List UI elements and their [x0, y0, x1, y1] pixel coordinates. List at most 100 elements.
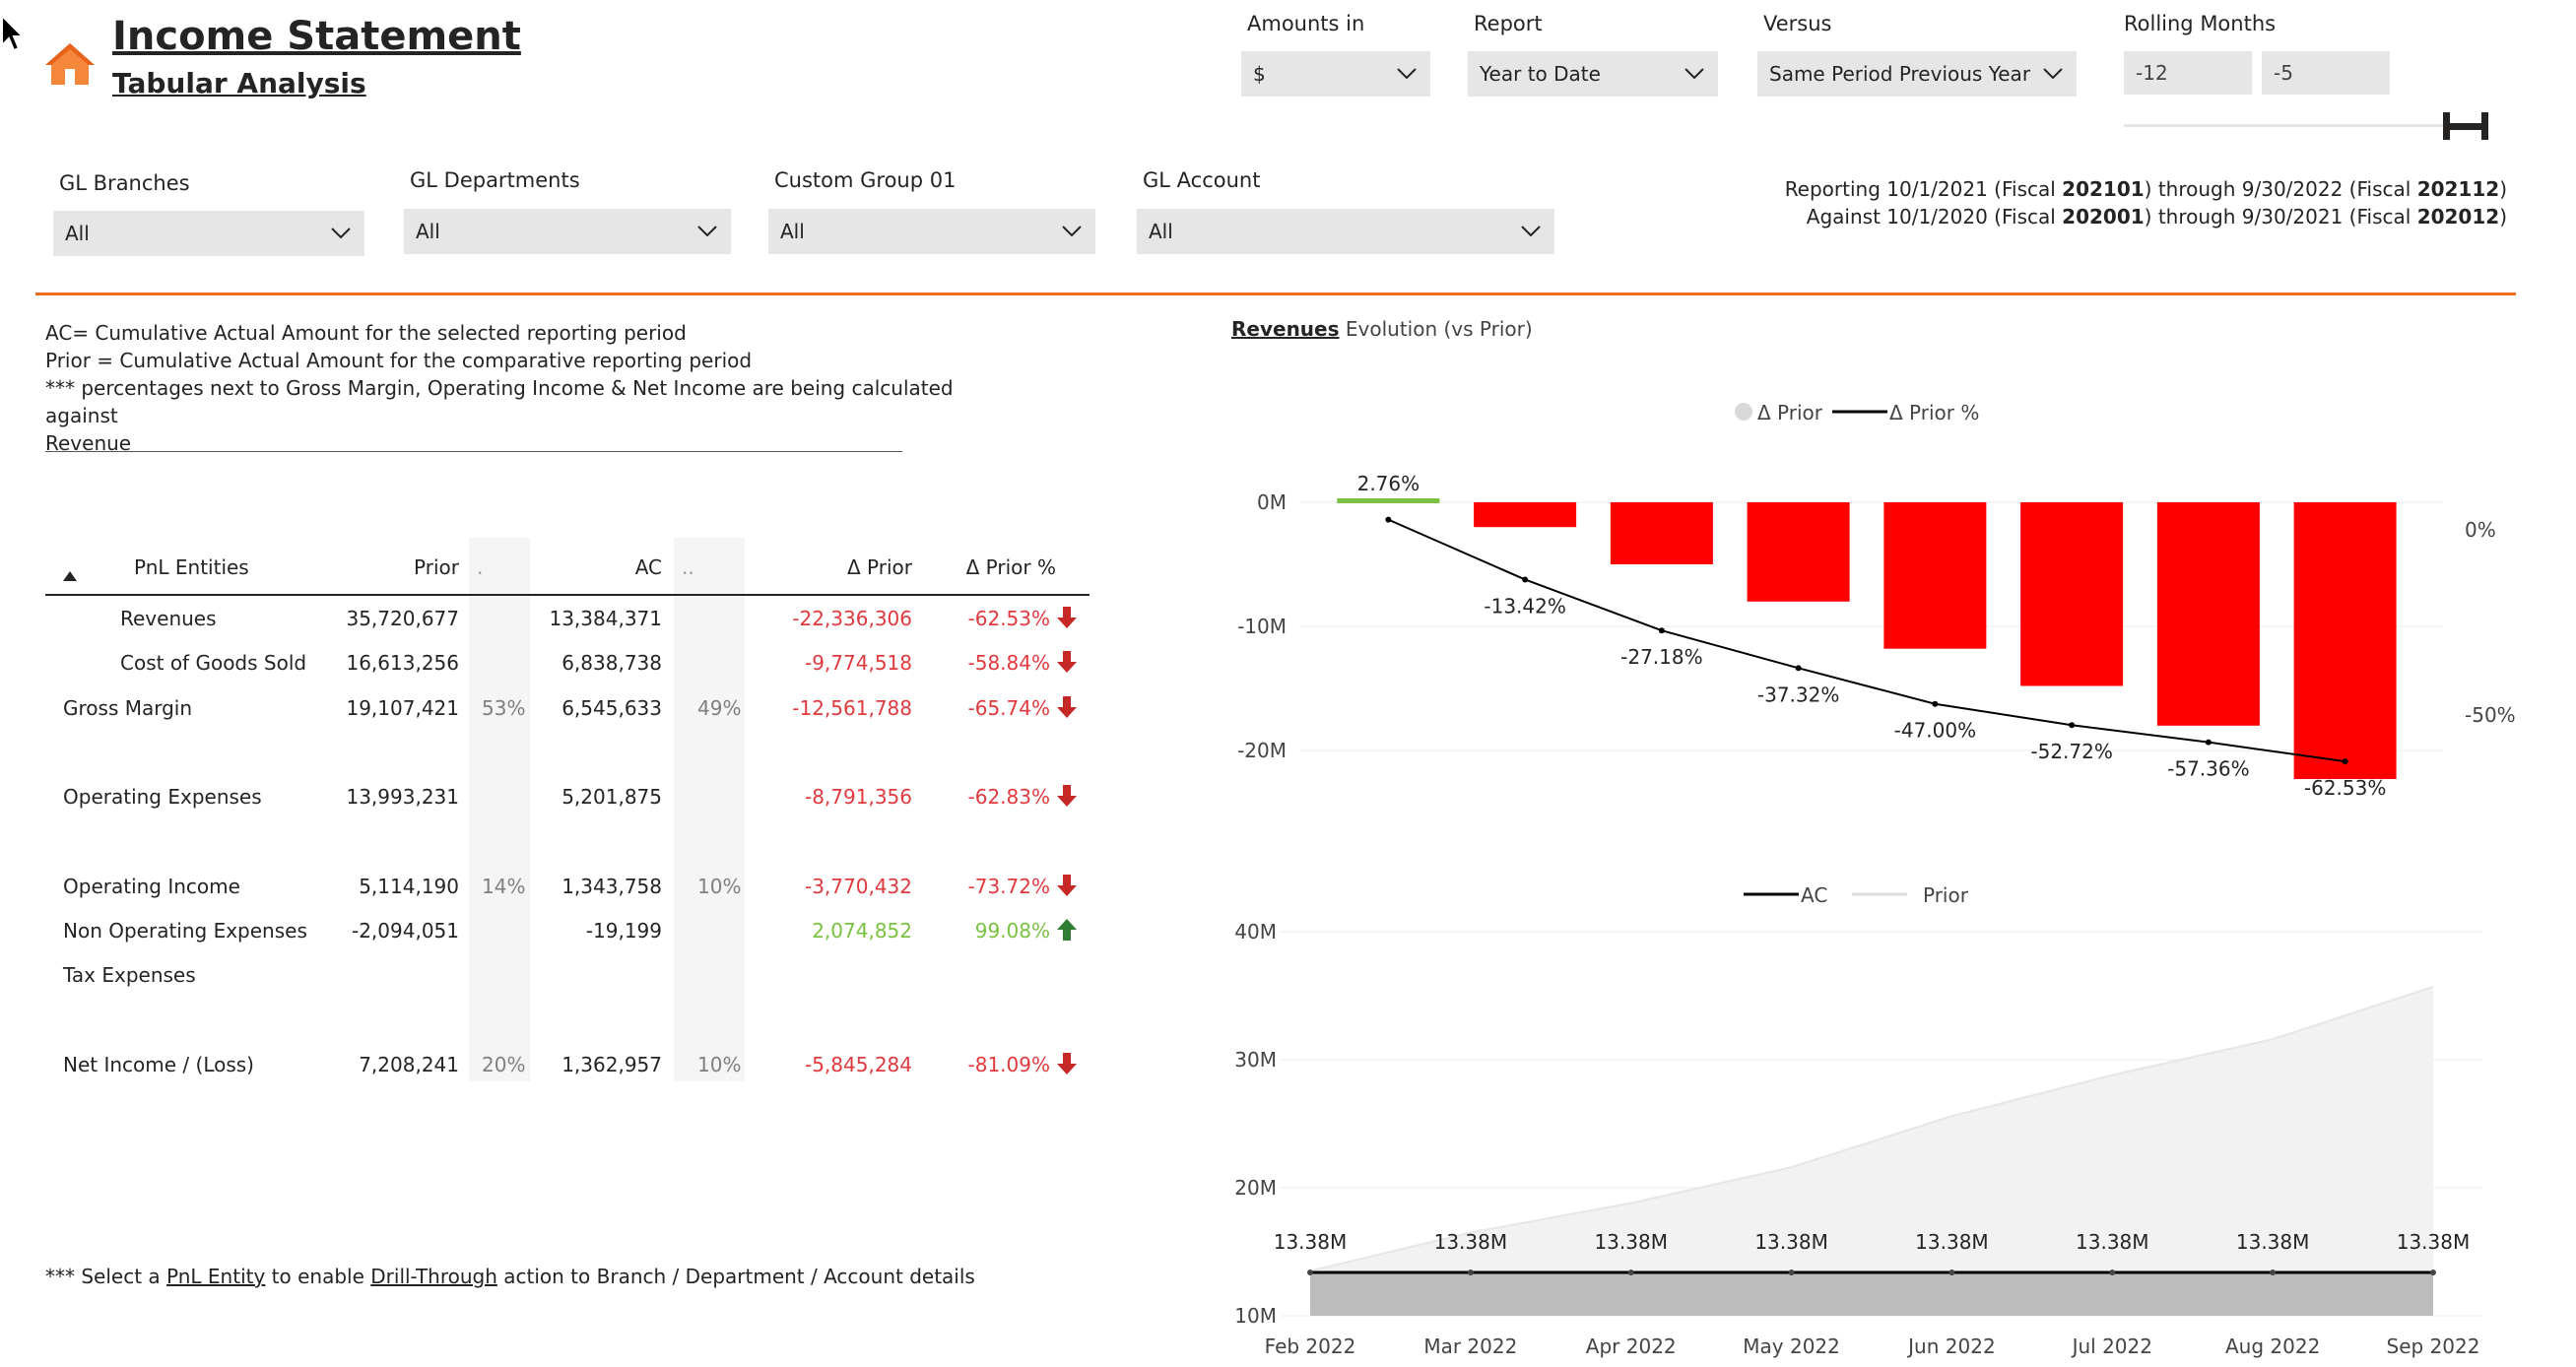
row-ac-value: [548, 953, 662, 997]
legend-delta-prior-marker: [1735, 403, 1752, 421]
against-fiscal-end: 202012: [2416, 205, 2500, 228]
arrow-down-icon: [1057, 785, 1077, 808]
row-delta-pct: [932, 820, 1050, 864]
table-row[interactable]: Non Operating Expenses -2,094,051 -19,199 2…: [45, 909, 1090, 952]
table-row: [45, 820, 1090, 864]
drill-through-link[interactable]: Drill-Through: [370, 1265, 497, 1288]
gl-account-dropdown[interactable]: All: [1137, 209, 1554, 254]
footer-text: action to Branch / Department / Account …: [496, 1265, 975, 1288]
y-tick-label: 10M: [1234, 1304, 1277, 1328]
row-prior-pct: 14%: [482, 874, 526, 898]
branches-value: All: [65, 222, 90, 245]
row-prior-value: 5,114,190: [359, 874, 459, 898]
against-text: ): [2499, 205, 2507, 228]
row-entity-name: Operating Expenses: [63, 785, 262, 810]
row-entity-name: Non Operating Expenses: [63, 919, 307, 944]
legend-ac-label: AC: [1801, 883, 1827, 907]
row-delta-value: [774, 953, 912, 997]
delta-pct-line: [1387, 518, 2345, 763]
rolling-from-input[interactable]: -12: [2124, 51, 2252, 95]
chevron-down-icon: [331, 228, 351, 239]
header-delta-pct[interactable]: Δ Prior %: [965, 555, 1056, 579]
row-ac-pct: 10%: [697, 874, 742, 898]
row-prior-value: 13,993,231: [346, 785, 459, 810]
chevron-down-icon: [2043, 68, 2063, 80]
sort-ascending-icon[interactable]: [63, 571, 77, 581]
delta-prior-bar: [1883, 502, 1987, 649]
prior-line: [1309, 985, 2434, 1272]
table-row[interactable]: Net Income / (Loss) 7,208,241 20% 1,362,957…: [45, 1043, 1090, 1086]
rolling-slider-track[interactable]: [2124, 124, 2449, 127]
header-ac[interactable]: AC: [634, 555, 662, 579]
row-delta-pct: 99.08%: [974, 919, 1050, 944]
header-ac-pct[interactable]: ..: [682, 555, 694, 579]
rolling-to-input[interactable]: -5: [2262, 51, 2390, 95]
table-row[interactable]: Cost of Goods Sold 16,613,256 6,838,738 -9,…: [45, 641, 1090, 684]
delta-pct-data-label: -47.00%: [1894, 719, 1976, 743]
table-row[interactable]: Operating Income 5,114,190 14% 1,343,758 10%…: [45, 865, 1090, 908]
rolling-label: Rolling Months: [2124, 12, 2277, 35]
legend-delta-prior-label: Δ Prior: [1757, 401, 1823, 424]
ac-data-label: 13.38M: [1274, 1230, 1348, 1254]
departments-dropdown[interactable]: All: [404, 209, 731, 254]
prior-area: [1310, 986, 2433, 1316]
reporting-period-line: Reporting 10/1/2021 (Fiscal 202101) thro…: [1785, 177, 2507, 201]
header-delta[interactable]: Δ Prior: [847, 555, 912, 579]
versus-dropdown[interactable]: Same Period Previous Year: [1757, 51, 2077, 97]
row-delta-value: [774, 999, 912, 1042]
amounts-dropdown[interactable]: $: [1241, 51, 1430, 97]
table-row[interactable]: Tax Expenses: [45, 953, 1090, 997]
row-entity-name: Net Income / (Loss): [63, 1053, 254, 1076]
amounts-value: $: [1253, 62, 1266, 86]
report-dropdown[interactable]: Year to Date: [1468, 51, 1718, 97]
delta-prior-bar: [2020, 502, 2124, 686]
against-text: ) through 9/30/2021 (Fiscal: [2144, 205, 2417, 228]
branches-label: GL Branches: [59, 171, 190, 195]
ac-area: [1310, 1272, 2433, 1316]
ac-point: [1307, 1269, 1313, 1276]
table-row[interactable]: Operating Expenses 13,993,231 5,201,875 -8,…: [45, 775, 1090, 818]
y2-tick-label: -50%: [2465, 703, 2516, 727]
row-prior-pct: 20%: [482, 1053, 526, 1076]
row-delta-value: -12,561,788: [792, 695, 912, 720]
pnl-entity-link[interactable]: PnL Entity: [166, 1265, 266, 1288]
table-row[interactable]: Gross Margin 19,107,421 53% 6,545,633 49% -12…: [45, 686, 1090, 730]
y-tick-label: -10M: [1237, 615, 1287, 638]
row-prior-value: 7,208,241: [359, 1053, 459, 1076]
row-delta-value: -5,845,284: [804, 1053, 912, 1076]
ac-data-label: 13.38M: [2076, 1230, 2149, 1254]
home-icon[interactable]: [43, 39, 97, 87]
header-prior[interactable]: Prior: [414, 555, 459, 579]
header-entities[interactable]: PnL Entities: [134, 555, 249, 579]
row-ac-value: [548, 999, 662, 1042]
custom-group-dropdown[interactable]: All: [768, 209, 1095, 254]
row-ac-value: 6,838,738: [561, 651, 662, 676]
page-title: Income Statement: [112, 14, 521, 59]
delta-pct-point: [1932, 700, 1939, 707]
row-delta-value: -22,336,306: [792, 607, 912, 630]
row-delta-pct: -62.53%: [967, 607, 1050, 630]
row-ac-value: [548, 731, 662, 774]
row-prior-value: [341, 731, 459, 774]
delta-pct-data-label: -62.53%: [2304, 776, 2386, 800]
row-prior-pct: 53%: [482, 695, 526, 720]
row-prior-value: -2,094,051: [351, 919, 459, 944]
y-tick-label: 40M: [1234, 920, 1277, 944]
page-subtitle: Tabular Analysis: [112, 67, 366, 99]
table-row[interactable]: Revenues 35,720,677 13,384,371 -22,336,306 -…: [45, 597, 1090, 640]
slider-handle-icon[interactable]: [2439, 108, 2492, 144]
row-delta-value: -8,791,356: [804, 785, 912, 810]
branches-dropdown[interactable]: All: [53, 211, 364, 256]
arrow-down-icon: [1057, 874, 1077, 896]
row-prior-value: 19,107,421: [346, 695, 459, 720]
footer-text: to enable: [265, 1265, 371, 1288]
note-percentages: *** percentages next to Gross Margin, Op…: [45, 376, 954, 427]
x-tick-label: Jun 2022: [1906, 1334, 1996, 1358]
ac-point: [2109, 1269, 2116, 1276]
delta-pct-point: [1522, 576, 1529, 583]
arrow-down-icon: [1057, 1053, 1077, 1074]
arrow-down-icon: [1057, 651, 1077, 674]
header-prior-pct[interactable]: .: [477, 555, 484, 579]
arrow-down-icon: [1057, 695, 1077, 718]
x-tick-label: Aug 2022: [2225, 1334, 2320, 1358]
